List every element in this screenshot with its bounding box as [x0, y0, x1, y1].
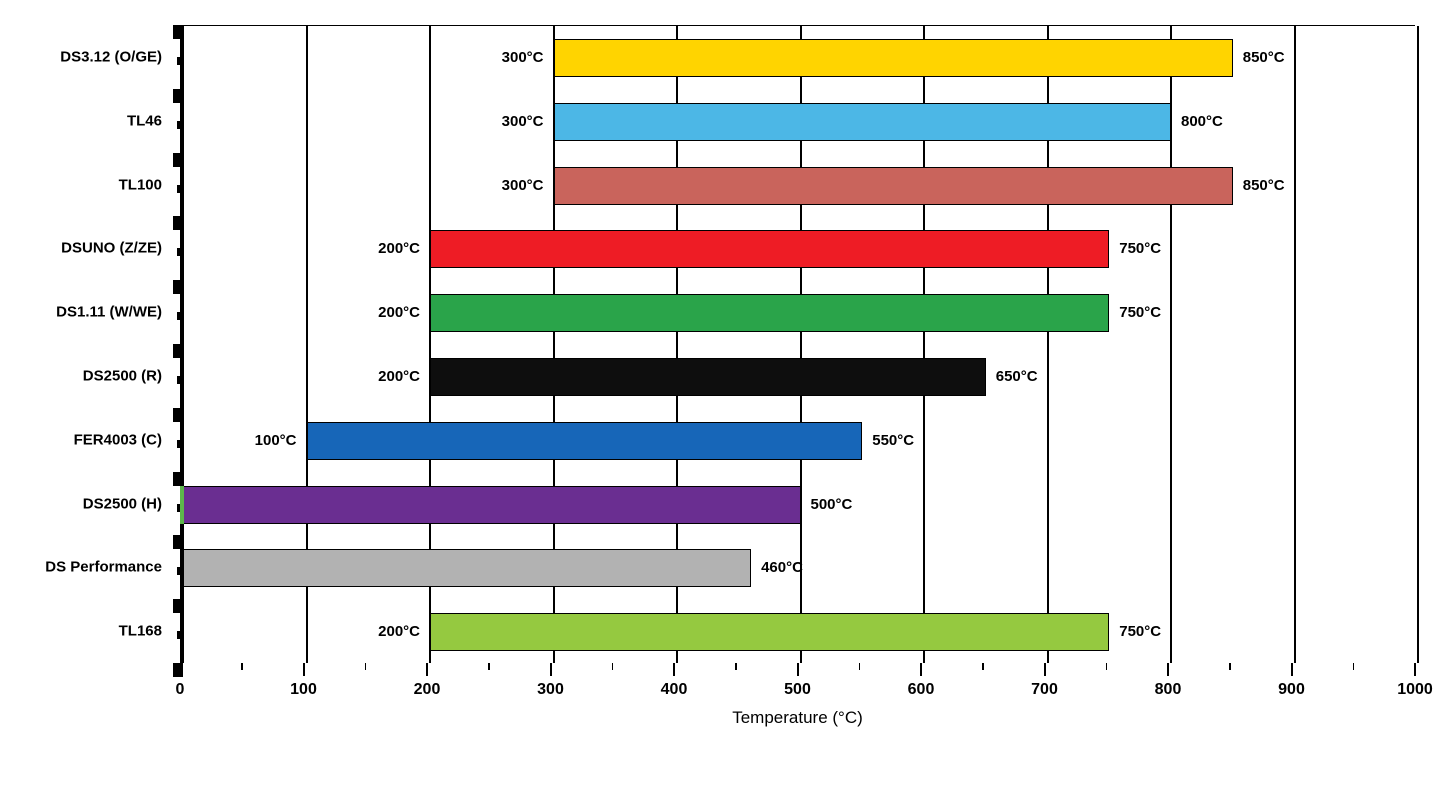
y-category-label: FER4003 (C): [74, 431, 162, 448]
x-tick-label: 300: [537, 681, 564, 699]
x-tick-label: 600: [908, 681, 935, 699]
x-tick: [426, 663, 428, 676]
x-tick-label: 200: [414, 681, 441, 699]
bar-end-label: 750°C: [1109, 240, 1161, 257]
y-tick-minor: [177, 57, 183, 65]
bar-end-label: 460°C: [751, 559, 803, 576]
y-tick-major: [173, 472, 183, 486]
y-tick-minor: [177, 121, 183, 129]
x-tick-label: 0: [176, 681, 185, 699]
bar-start-label: 200°C: [378, 623, 430, 640]
x-tick-minor: [1229, 663, 1231, 670]
y-tick-major: [173, 280, 183, 294]
bar-start-label: 200°C: [378, 304, 430, 321]
gridline: [1417, 26, 1419, 663]
y-tick-major: [173, 599, 183, 613]
y-category-label: DS2500 (H): [83, 495, 162, 512]
range-bar: [183, 486, 801, 524]
gridline: [1294, 26, 1296, 663]
x-tick: [179, 663, 181, 676]
x-tick: [1044, 663, 1046, 676]
x-axis-title: Temperature (°C): [732, 708, 863, 728]
range-bar: [183, 549, 751, 587]
y-category-label: TL46: [127, 112, 162, 129]
y-category-label: TL100: [119, 176, 162, 193]
x-tick-label: 800: [1155, 681, 1182, 699]
bar-end-label: 850°C: [1233, 177, 1285, 194]
bar-start-label: 300°C: [502, 177, 554, 194]
y-category-label: DS2500 (R): [83, 367, 162, 384]
range-bar: [554, 39, 1233, 77]
plot-area: 300°C 850°C 300°C 800°C 300°C 850°C 200°C 750°C…: [180, 25, 1415, 663]
x-tick-minor: [488, 663, 490, 670]
y-tick-minor: [177, 631, 183, 639]
bar-start-label: 300°C: [502, 49, 554, 66]
bar-start-label: 200°C: [378, 240, 430, 257]
y-tick-minor: [177, 185, 183, 193]
range-bar: [554, 167, 1233, 205]
x-tick-minor: [241, 663, 243, 670]
x-tick-minor: [1353, 663, 1355, 670]
x-tick-label: 700: [1031, 681, 1058, 699]
bar-start-label: 300°C: [502, 113, 554, 130]
y-tick-minor: [177, 312, 183, 320]
x-tick: [1414, 663, 1416, 676]
bar-end-label: 750°C: [1109, 623, 1161, 640]
y-tick-minor: [177, 376, 183, 384]
x-tick: [303, 663, 305, 676]
range-bar: [430, 230, 1109, 268]
range-bar: [307, 422, 863, 460]
range-bar: [554, 103, 1172, 141]
range-bar: [430, 294, 1109, 332]
y-tick-minor: [177, 440, 183, 448]
x-tick-label: 100: [290, 681, 317, 699]
y-tick-major: [173, 408, 183, 422]
y-tick-major: [173, 153, 183, 167]
x-tick-label: 400: [661, 681, 688, 699]
y-tick-major: [173, 344, 183, 358]
y-category-label: DS3.12 (O/GE): [60, 48, 162, 65]
x-tick-label: 500: [784, 681, 811, 699]
range-bar: [430, 613, 1109, 651]
x-tick-minor: [612, 663, 614, 670]
y-tick-major: [173, 663, 183, 677]
y-tick-major: [173, 25, 183, 39]
y-tick-minor: [177, 248, 183, 256]
y-category-label: DS Performance: [45, 559, 162, 576]
bar-end-label: 800°C: [1171, 113, 1223, 130]
x-tick-minor: [735, 663, 737, 670]
bar-end-label: 750°C: [1109, 304, 1161, 321]
x-tick-label: 1000: [1397, 681, 1433, 699]
origin-marker: [180, 486, 184, 524]
y-tick-major: [173, 89, 183, 103]
y-tick-major: [173, 535, 183, 549]
y-category-label: DS1.11 (W/WE): [56, 304, 162, 321]
bar-end-label: 550°C: [862, 432, 914, 449]
x-tick: [1167, 663, 1169, 676]
bar-end-label: 500°C: [801, 496, 853, 513]
range-bar: [430, 358, 986, 396]
x-tick: [550, 663, 552, 676]
x-tick-label: 900: [1278, 681, 1305, 699]
x-tick: [920, 663, 922, 676]
bar-start-label: 100°C: [255, 432, 307, 449]
y-category-label: TL168: [119, 623, 162, 640]
temperature-range-chart: 300°C 850°C 300°C 800°C 300°C 850°C 200°C 750°C…: [20, 20, 1425, 765]
x-tick: [673, 663, 675, 676]
bar-end-label: 650°C: [986, 368, 1038, 385]
x-tick-minor: [365, 663, 367, 670]
x-tick: [797, 663, 799, 676]
x-tick-minor: [1106, 663, 1108, 670]
x-tick-minor: [859, 663, 861, 670]
y-category-label: DSUNO (Z/ZE): [61, 240, 162, 257]
x-tick: [1291, 663, 1293, 676]
bar-end-label: 850°C: [1233, 49, 1285, 66]
y-tick-major: [173, 216, 183, 230]
x-tick-minor: [982, 663, 984, 670]
bar-start-label: 200°C: [378, 368, 430, 385]
